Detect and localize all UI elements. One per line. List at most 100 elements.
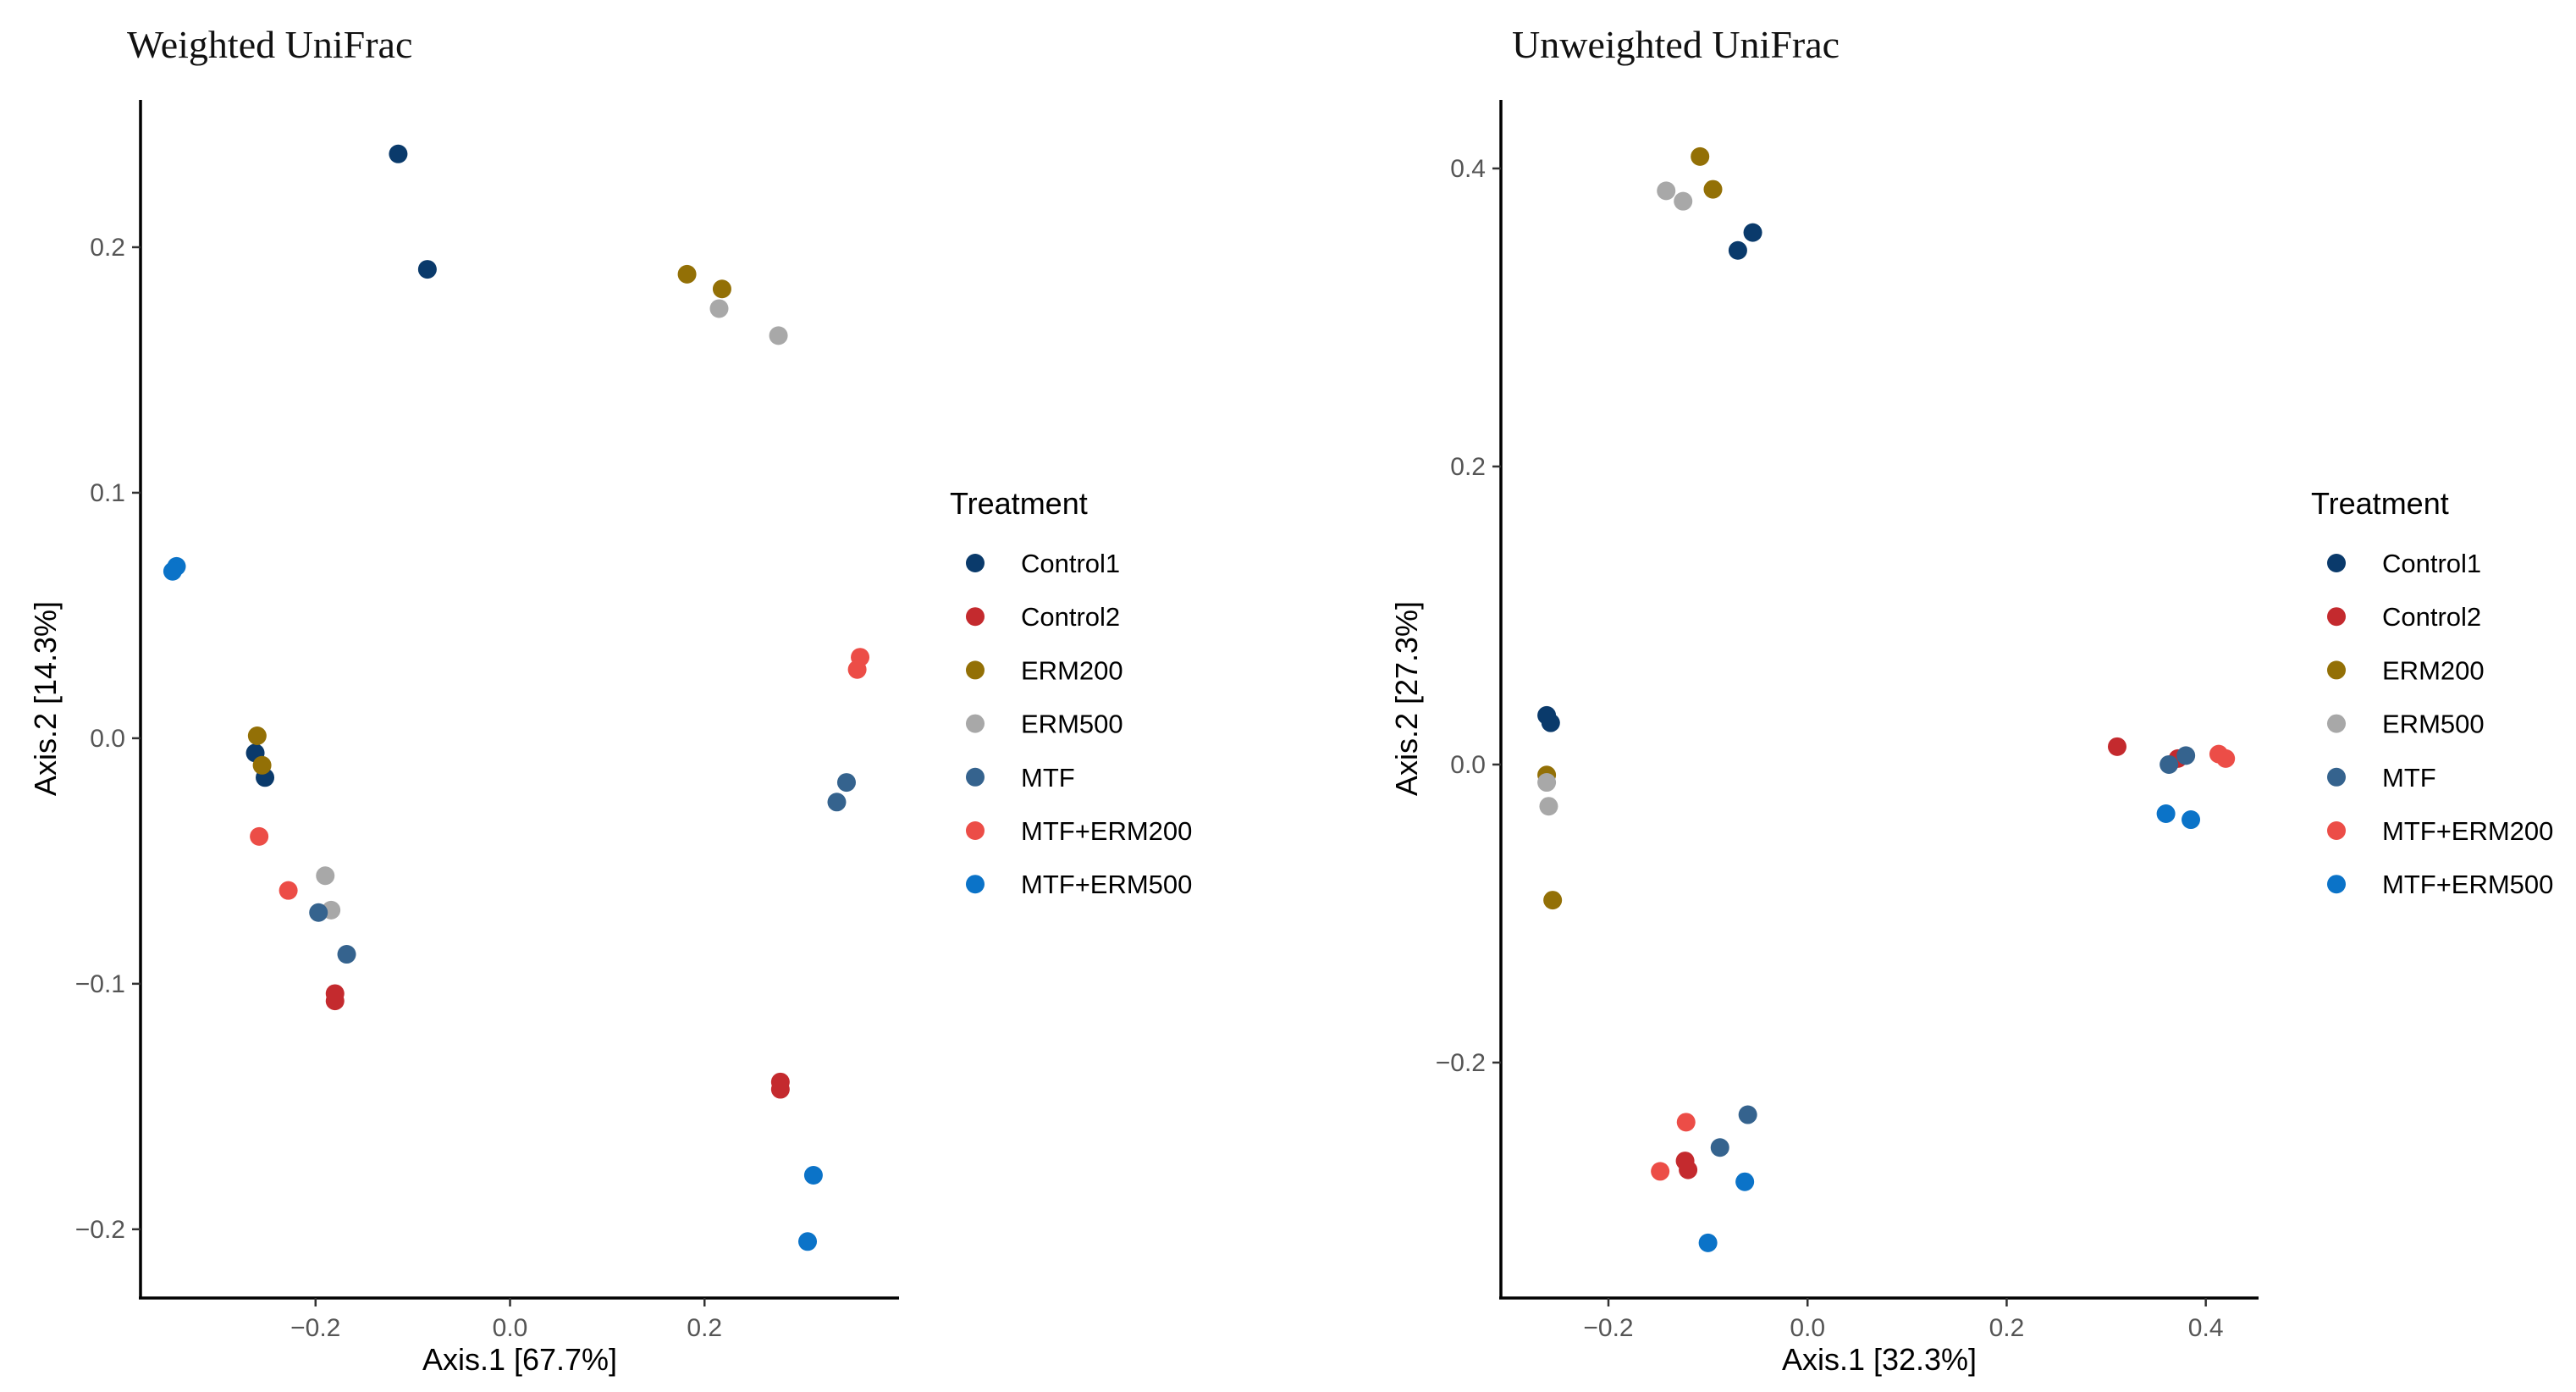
point-mtf <box>337 945 356 964</box>
legend-label: MTF <box>1021 763 1075 793</box>
point-mtf <box>309 903 328 922</box>
point-mtf-erm500 <box>798 1232 818 1251</box>
x-tick-label: 0.0 <box>1790 1314 1825 1342</box>
legend-label: ERM500 <box>2382 710 2485 739</box>
legend-key-control2 <box>2327 607 2346 627</box>
point-mtf-erm200 <box>279 881 298 900</box>
point-control2 <box>1679 1160 1698 1179</box>
point-mtf-erm500 <box>803 1166 823 1185</box>
legend-label: ERM200 <box>2382 655 2485 685</box>
point-erm200 <box>712 279 731 299</box>
point-erm500 <box>709 299 729 318</box>
legend-key-control2 <box>966 607 985 627</box>
legend-key-mtf <box>966 767 985 787</box>
y-axis-title: Axis.2 [27.3%] <box>1389 601 1424 796</box>
point-control2 <box>325 992 345 1011</box>
legend-key-erm500 <box>2327 714 2346 733</box>
legend-label: MTF+ERM500 <box>2382 870 2553 899</box>
point-mtf-erm200 <box>847 660 867 679</box>
y-tick-label: 0.0 <box>90 725 125 753</box>
point-mtf <box>2176 746 2196 765</box>
x-tick-label: 0.2 <box>1989 1314 2025 1342</box>
y-tick-label: −0.1 <box>75 970 125 998</box>
point-mtf-erm200 <box>250 826 269 846</box>
unweighted-unifrac-panel: Unweighted UniFrac −0.2 0.0 0.2 0.4 −0.2 0.0 0… <box>1389 23 2553 1377</box>
y-tick-label: 0.4 <box>1450 155 1486 183</box>
legend-title: Treatment <box>2311 486 2449 521</box>
legend-label: Control2 <box>1021 602 1120 632</box>
point-erm500 <box>1674 191 1693 211</box>
point-erm500 <box>1657 181 1676 201</box>
point-control1 <box>1743 223 1762 242</box>
point-erm200 <box>1691 146 1710 166</box>
point-mtf <box>836 773 856 793</box>
point-erm200 <box>677 264 697 284</box>
points <box>1537 146 2236 1252</box>
point-erm500 <box>1539 797 1558 816</box>
y-tick-label: −0.2 <box>75 1216 125 1244</box>
legend-key-mtf-erm500 <box>2327 875 2346 894</box>
points <box>163 144 870 1251</box>
y-tick-label: −0.2 <box>1436 1049 1486 1077</box>
x-tick-label: 0.4 <box>2188 1314 2224 1342</box>
weighted-unifrac-panel: Weighted UniFrac −0.2 0.0 0.2 −0.2 −0.1 0.0 0.… <box>28 23 1192 1377</box>
point-mtf-erm200 <box>1676 1113 1696 1132</box>
x-tick-label: −0.2 <box>290 1314 340 1342</box>
point-erm200 <box>1703 180 1723 199</box>
point-control2 <box>2107 737 2126 756</box>
ticks: −0.2 0.0 0.2 0.4 −0.2 0.0 0.2 0.4 <box>1436 155 2224 1342</box>
x-tick-label: −0.2 <box>1583 1314 1633 1342</box>
point-mtf-erm500 <box>163 561 182 581</box>
point-mtf-erm500 <box>1735 1172 1755 1191</box>
legend: Treatment Control1 Control2 ERM200 ERM500 MTF… <box>950 486 1192 899</box>
point-erm200 <box>1543 891 1563 910</box>
point-mtf-erm500 <box>1698 1233 1718 1252</box>
legend-label: Control2 <box>2382 602 2481 632</box>
point-mtf-erm500 <box>2182 810 2201 830</box>
legend-label: MTF+ERM200 <box>1021 816 1192 846</box>
legend-label: Control1 <box>1021 549 1120 578</box>
legend-title: Treatment <box>950 486 1088 521</box>
legend-key-mtf-erm500 <box>966 875 985 894</box>
legend-key-erm200 <box>2327 660 2346 680</box>
point-erm200 <box>252 755 272 775</box>
x-tick-label: 0.0 <box>493 1314 528 1342</box>
legend-label: MTF+ERM200 <box>2382 816 2553 846</box>
y-tick-label: 0.1 <box>90 479 125 507</box>
panel-title: Unweighted UniFrac <box>1512 23 1840 66</box>
point-control1 <box>417 260 437 279</box>
x-axis-title: Axis.1 [67.7%] <box>422 1342 617 1377</box>
legend-label: MTF+ERM500 <box>1021 870 1192 899</box>
legend-label: MTF <box>2382 763 2436 793</box>
point-control2 <box>770 1080 790 1099</box>
point-erm500 <box>769 326 788 345</box>
y-tick-label: 0.2 <box>1450 453 1486 481</box>
y-axis-title: Axis.2 [14.3%] <box>28 601 63 796</box>
legend-key-erm500 <box>966 714 985 733</box>
legend-label: ERM500 <box>1021 710 1123 739</box>
legend-key-control1 <box>2327 554 2346 572</box>
ticks: −0.2 0.0 0.2 −0.2 −0.1 0.0 0.1 0.2 <box>75 234 722 1342</box>
legend-key-erm200 <box>966 660 985 680</box>
point-mtf <box>827 793 847 812</box>
point-mtf <box>1738 1105 1757 1124</box>
point-erm500 <box>316 866 335 886</box>
legend-key-control1 <box>966 554 985 572</box>
point-erm200 <box>247 726 267 745</box>
legend-key-mtf <box>2327 767 2346 787</box>
legend-label: ERM200 <box>1021 655 1123 685</box>
x-axis-title: Axis.1 [32.3%] <box>1782 1342 1977 1377</box>
point-mtf-erm500 <box>2156 804 2176 824</box>
legend-key-mtf-erm200 <box>966 821 985 840</box>
panel-title: Weighted UniFrac <box>127 23 412 66</box>
x-tick-label: 0.2 <box>687 1314 722 1342</box>
y-tick-label: 0.2 <box>90 234 125 262</box>
point-control1 <box>389 144 408 163</box>
legend-key-mtf-erm200 <box>2327 821 2346 840</box>
point-mtf-erm200 <box>1651 1162 1670 1181</box>
y-tick-label: 0.0 <box>1450 751 1486 779</box>
point-control1 <box>1541 713 1560 732</box>
point-control1 <box>1728 240 1747 260</box>
legend-label: Control1 <box>2382 549 2481 578</box>
